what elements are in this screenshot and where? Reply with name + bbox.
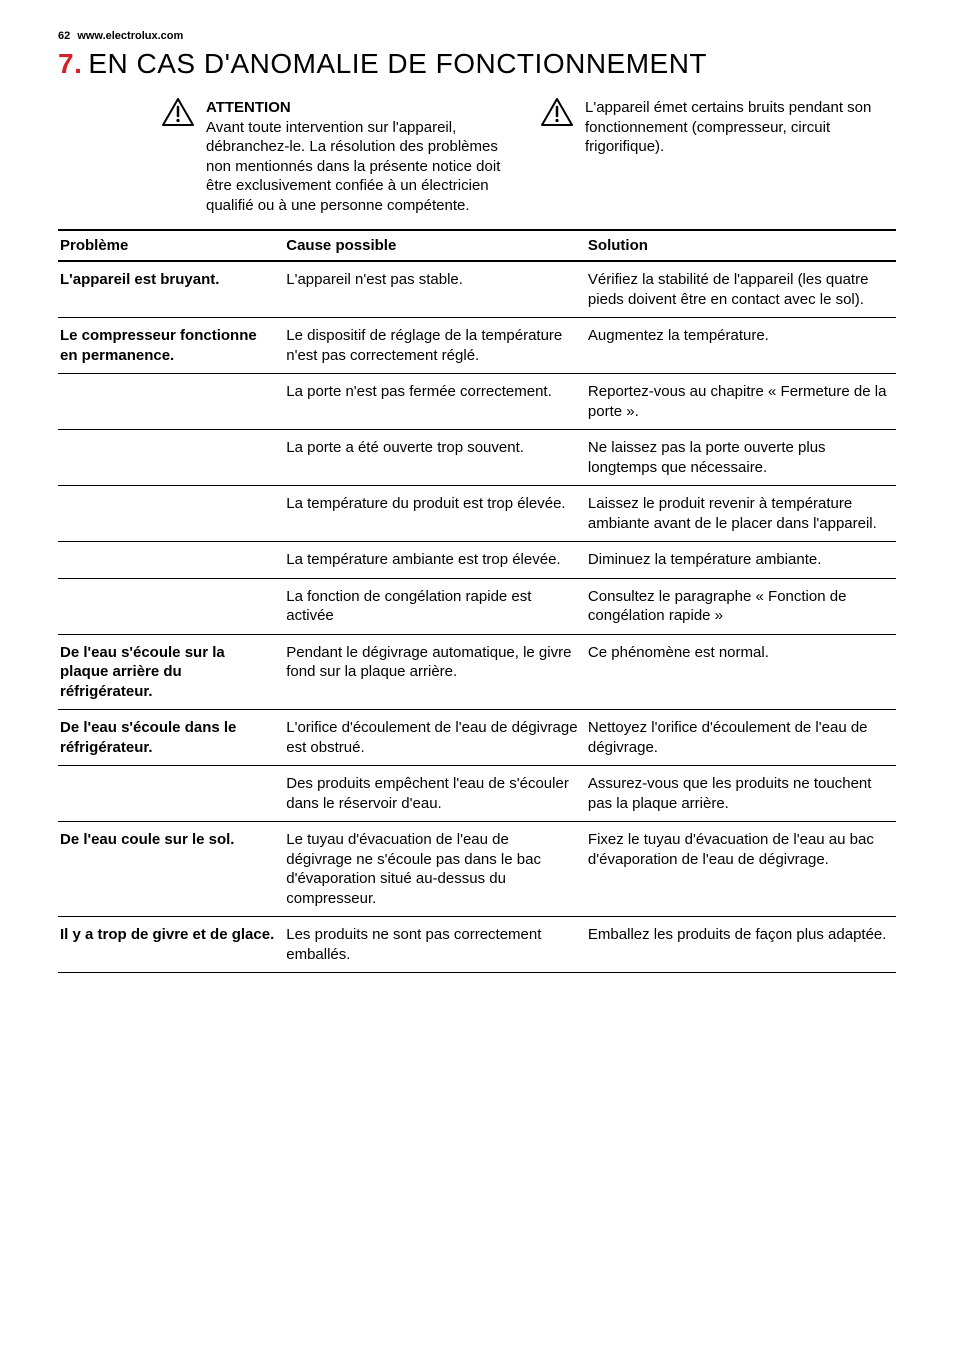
cell-cause: L'appareil n'est pas stable. <box>284 261 586 318</box>
col-header-problem: Problème <box>58 230 284 261</box>
cell-cause: Des produits empêchent l'eau de s'écoule… <box>284 766 586 822</box>
intro-row: ATTENTION Avant toute intervention sur l… <box>58 98 896 215</box>
warning-icon <box>162 98 194 126</box>
page-header: 62 www.electrolux.com <box>58 30 896 42</box>
cell-cause: Pendant le dégivrage automatique, le giv… <box>284 634 586 710</box>
table-row: La température du produit est trop élevé… <box>58 486 896 542</box>
page-number: 62 <box>58 30 70 42</box>
table-row: De l'eau coule sur le sol.Le tuyau d'éva… <box>58 822 896 917</box>
cell-problem <box>58 542 284 579</box>
section-number: 7. <box>58 48 82 79</box>
cell-problem: Il y a trop de givre et de glace. <box>58 917 284 973</box>
cell-solution: Emballez les produits de façon plus adap… <box>586 917 896 973</box>
section-title: 7.EN CAS D'ANOMALIE DE FONCTIONNEMENT <box>58 48 896 80</box>
attention-body: Avant toute intervention sur l'appareil,… <box>206 119 500 214</box>
cell-problem <box>58 374 284 430</box>
table-row: La fonction de congélation rapide est ac… <box>58 578 896 634</box>
cell-cause: Le dispositif de réglage de la températu… <box>284 318 586 374</box>
cell-problem: Le compresseur fonctionne en permanence. <box>58 318 284 374</box>
warning-icon <box>541 98 573 126</box>
cell-solution: Laissez le produit revenir à température… <box>586 486 896 542</box>
site-url: www.electrolux.com <box>77 30 183 42</box>
section-title-text: EN CAS D'ANOMALIE DE FONCTIONNEMENT <box>88 48 707 79</box>
table-body: L'appareil est bruyant.L'appareil n'est … <box>58 261 896 973</box>
table-row: L'appareil est bruyant.L'appareil n'est … <box>58 261 896 318</box>
cell-problem: L'appareil est bruyant. <box>58 261 284 318</box>
cell-problem: De l'eau s'écoule dans le réfrigérateur. <box>58 710 284 766</box>
attention-heading: ATTENTION <box>206 98 517 118</box>
table-row: Des produits empêchent l'eau de s'écoule… <box>58 766 896 822</box>
col-header-cause: Cause possible <box>284 230 586 261</box>
cell-cause: La température du produit est trop élevé… <box>284 486 586 542</box>
noise-note: L'appareil émet certains bruits pendant … <box>585 99 871 155</box>
cell-solution: Augmentez la température. <box>586 318 896 374</box>
table-row: La porte a été ouverte trop souvent.Ne l… <box>58 430 896 486</box>
cell-solution: Fixez le tuyau d'évacuation de l'eau au … <box>586 822 896 917</box>
cell-solution: Reportez-vous au chapitre « Fermeture de… <box>586 374 896 430</box>
cell-solution: Nettoyez l'orifice d'écoulement de l'eau… <box>586 710 896 766</box>
cell-problem <box>58 578 284 634</box>
table-row: De l'eau s'écoule dans le réfrigérateur.… <box>58 710 896 766</box>
cell-cause: L'orifice d'écoulement de l'eau de dégiv… <box>284 710 586 766</box>
cell-cause: Le tuyau d'évacuation de l'eau de dégivr… <box>284 822 586 917</box>
table-row: Il y a trop de givre et de glace.Les pro… <box>58 917 896 973</box>
cell-solution: Ne laissez pas la porte ouverte plus lon… <box>586 430 896 486</box>
cell-problem <box>58 766 284 822</box>
table-header-row: Problème Cause possible Solution <box>58 230 896 261</box>
table-row: La température ambiante est trop élevée.… <box>58 542 896 579</box>
intro-right: L'appareil émet certains bruits pendant … <box>541 98 896 215</box>
cell-cause: La température ambiante est trop élevée. <box>284 542 586 579</box>
cell-cause: La porte n'est pas fermée correctement. <box>284 374 586 430</box>
intro-left: ATTENTION Avant toute intervention sur l… <box>162 98 517 215</box>
cell-cause: Les produits ne sont pas correctement em… <box>284 917 586 973</box>
col-header-solution: Solution <box>586 230 896 261</box>
cell-problem: De l'eau s'écoule sur la plaque arrière … <box>58 634 284 710</box>
page: 62 www.electrolux.com 7.EN CAS D'ANOMALI… <box>0 0 954 1013</box>
cell-cause: La fonction de congélation rapide est ac… <box>284 578 586 634</box>
cell-solution: Assurez-vous que les produits ne touchen… <box>586 766 896 822</box>
cell-problem: De l'eau coule sur le sol. <box>58 822 284 917</box>
troubleshooting-table: Problème Cause possible Solution L'appar… <box>58 229 896 973</box>
cell-cause: La porte a été ouverte trop souvent. <box>284 430 586 486</box>
table-row: Le compresseur fonctionne en permanence.… <box>58 318 896 374</box>
table-row: De l'eau s'écoule sur la plaque arrière … <box>58 634 896 710</box>
table-row: La porte n'est pas fermée correctement.R… <box>58 374 896 430</box>
cell-solution: Vérifiez la stabilité de l'appareil (les… <box>586 261 896 318</box>
cell-problem <box>58 486 284 542</box>
intro-left-text: ATTENTION Avant toute intervention sur l… <box>206 98 517 215</box>
cell-problem <box>58 430 284 486</box>
intro-right-text: L'appareil émet certains bruits pendant … <box>585 98 896 157</box>
cell-solution: Diminuez la température ambiante. <box>586 542 896 579</box>
cell-solution: Consultez le paragraphe « Fonction de co… <box>586 578 896 634</box>
cell-solution: Ce phénomène est normal. <box>586 634 896 710</box>
